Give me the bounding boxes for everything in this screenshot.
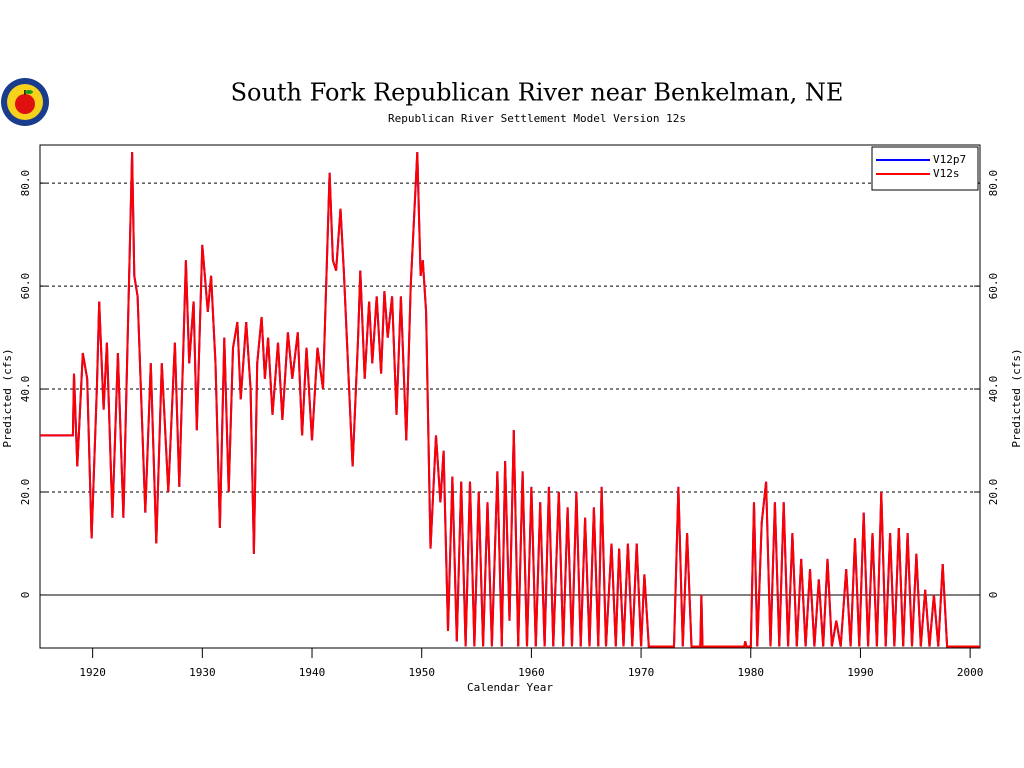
chart-subtitle: Republican River Settlement Model Versio… — [388, 112, 686, 125]
x-tick-label: 1970 — [628, 666, 655, 679]
x-tick-label: 2000 — [957, 666, 984, 679]
logo — [1, 78, 49, 126]
y2-tick-label: 60.0 — [987, 273, 1000, 300]
x-tick-label: 1930 — [189, 666, 216, 679]
y2-tick-label: 80.0 — [987, 170, 1000, 197]
x-tick-label: 1920 — [79, 666, 106, 679]
y2-axis-label: Predicted (cfs) — [1010, 348, 1023, 447]
y-tick-label: 60.0 — [19, 273, 32, 300]
y2-tick-label: 20.0 — [987, 479, 1000, 506]
legend-label: V12p7 — [933, 153, 966, 166]
plot-frame — [39, 144, 981, 649]
y2-tick-label: 40.0 — [987, 376, 1000, 403]
y-tick-label: 0 — [19, 592, 32, 599]
y-tick-label: 80.0 — [19, 170, 32, 197]
x-tick-label: 1980 — [738, 666, 765, 679]
chart-title: South Fork Republican River near Benkelm… — [231, 79, 844, 107]
y2-tick-label: 0 — [987, 592, 1000, 599]
legend-box — [871, 146, 979, 191]
x-tick-label: 1950 — [408, 666, 435, 679]
x-tick-label: 1940 — [299, 666, 326, 679]
x-axis-label: Calendar Year — [467, 681, 553, 694]
y-tick-label: 40.0 — [19, 376, 32, 403]
y-axis-label: Predicted (cfs) — [1, 348, 14, 447]
x-tick-label: 1990 — [847, 666, 874, 679]
x-tick-label: 1960 — [518, 666, 545, 679]
y-tick-label: 20.0 — [19, 479, 32, 506]
series-line — [40, 152, 980, 648]
legend-label: V12s — [933, 167, 960, 180]
